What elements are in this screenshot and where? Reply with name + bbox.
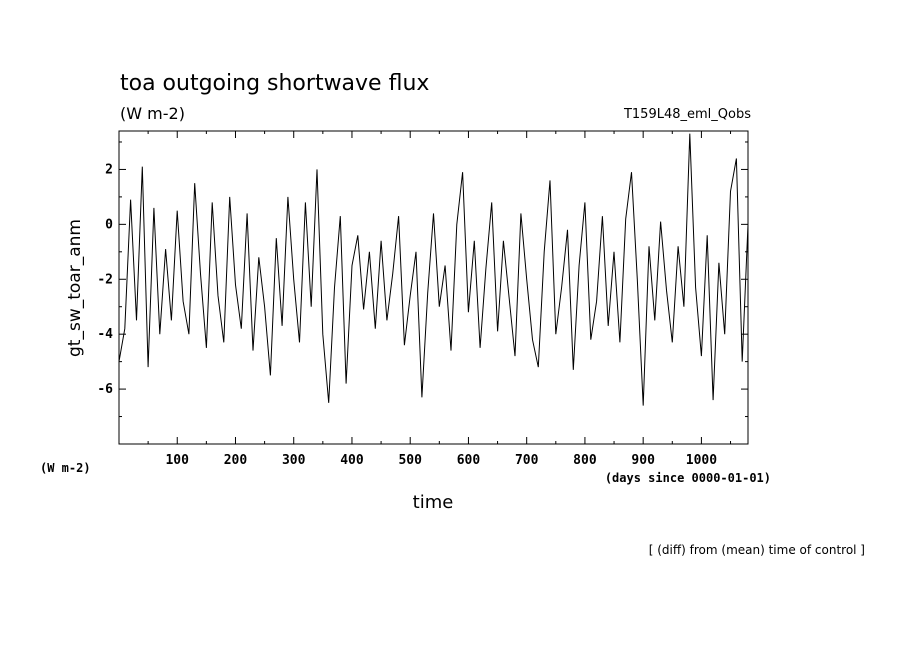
x-tick-label: 900: [631, 453, 655, 468]
y-tick-label: -6: [97, 382, 113, 397]
series-line: [118, 133, 749, 406]
x-tick-label: 300: [282, 453, 306, 468]
chart-units: (W m-2): [120, 104, 185, 123]
y-axis: 2 0 -2 -4 -6: [97, 141, 748, 418]
y-axis-label: gt_sw_toar_anm: [65, 219, 85, 357]
y-tick-label: 2: [105, 162, 113, 177]
x-tick-label: 1000: [686, 453, 717, 468]
plot-frame: [118, 130, 749, 445]
x-unit-label: (days since 0000-01-01): [605, 471, 771, 485]
x-tick-label: 500: [398, 453, 422, 468]
x-tick-label: 600: [457, 453, 481, 468]
x-tick-label: 400: [340, 453, 364, 468]
y-unit-label: (W m-2): [40, 461, 91, 475]
x-tick-label: 200: [224, 453, 248, 468]
x-tick-label: 700: [515, 453, 539, 468]
y-tick-label: -2: [97, 272, 113, 287]
y-tick-label: -4: [97, 327, 113, 342]
chart-title: toa outgoing shortwave flux: [120, 71, 429, 96]
footnote: [ (diff) from (mean) time of control ]: [649, 543, 865, 557]
x-axis: 100 200 300 400 500 600 700 800 900 1000: [147, 131, 732, 468]
x-tick-label: 100: [165, 453, 189, 468]
run-name: T159L48_eml_Qobs: [623, 107, 751, 122]
x-tick-label: 800: [573, 453, 597, 468]
y-tick-label: 0: [105, 217, 113, 232]
x-axis-label: time: [413, 492, 454, 513]
